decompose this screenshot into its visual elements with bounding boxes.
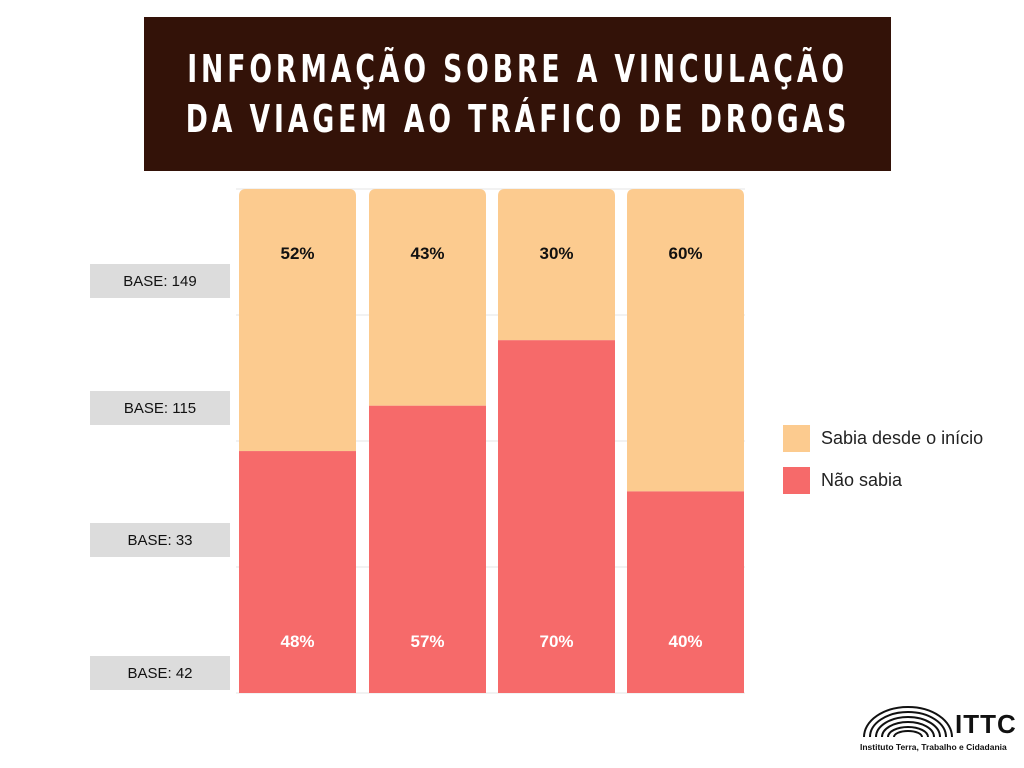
- bar-nao-sabia-4: [627, 491, 744, 693]
- data-label-sabia-1: 52%: [280, 244, 314, 263]
- base-label-4: BASE: 42: [90, 656, 230, 690]
- bar-nao-sabia-3: [498, 340, 615, 693]
- logo-subtitle: Instituto Terra, Trabalho e Cidadania: [860, 742, 1007, 752]
- data-label-sabia-4: 60%: [668, 244, 702, 263]
- ittc-logo: ITTC Instituto Terra, Trabalho e Cidadan…: [860, 705, 1017, 755]
- logo-text: ITTC: [955, 709, 1017, 739]
- bar-sabia-1: [239, 189, 356, 452]
- legend-swatch-nao-sabia: [783, 467, 810, 494]
- legend-label-nao-sabia: Não sabia: [821, 470, 903, 490]
- legend-item-nao-sabia: Não sabia: [783, 467, 902, 494]
- data-label-sabia-2: 43%: [410, 244, 444, 263]
- title-line-1: INFORMAÇÃO SOBRE A VINCULAÇÃO: [187, 47, 848, 91]
- title-banner: INFORMAÇÃO SOBRE A VINCULAÇÃO DA VIAGEM …: [144, 17, 891, 171]
- legend-swatch-sabia: [783, 425, 810, 452]
- data-label-nao-sabia-1: 48%: [280, 632, 314, 651]
- bar-sabia-2: [369, 189, 486, 406]
- data-label-nao-sabia-2: 57%: [410, 632, 444, 651]
- legend-label-sabia: Sabia desde o início: [821, 428, 984, 448]
- legend-item-sabia: Sabia desde o início: [783, 425, 983, 452]
- base-label-2: BASE: 115: [90, 391, 230, 425]
- bar-sabia-3: [498, 189, 615, 341]
- bar-sabia-4: [627, 189, 744, 492]
- base-label-1: BASE: 149: [90, 264, 230, 298]
- base-label-3: BASE: 33: [90, 523, 230, 557]
- data-label-nao-sabia-4: 40%: [668, 632, 702, 651]
- bar-nao-sabia-1: [239, 451, 356, 693]
- data-label-nao-sabia-3: 70%: [539, 632, 573, 651]
- data-label-sabia-3: 30%: [539, 244, 573, 263]
- title-line-2: DA VIAGEM AO TRÁFICO DE DROGAS: [185, 97, 850, 141]
- bar-nao-sabia-2: [369, 405, 486, 693]
- logo-arcs-icon: [863, 706, 953, 738]
